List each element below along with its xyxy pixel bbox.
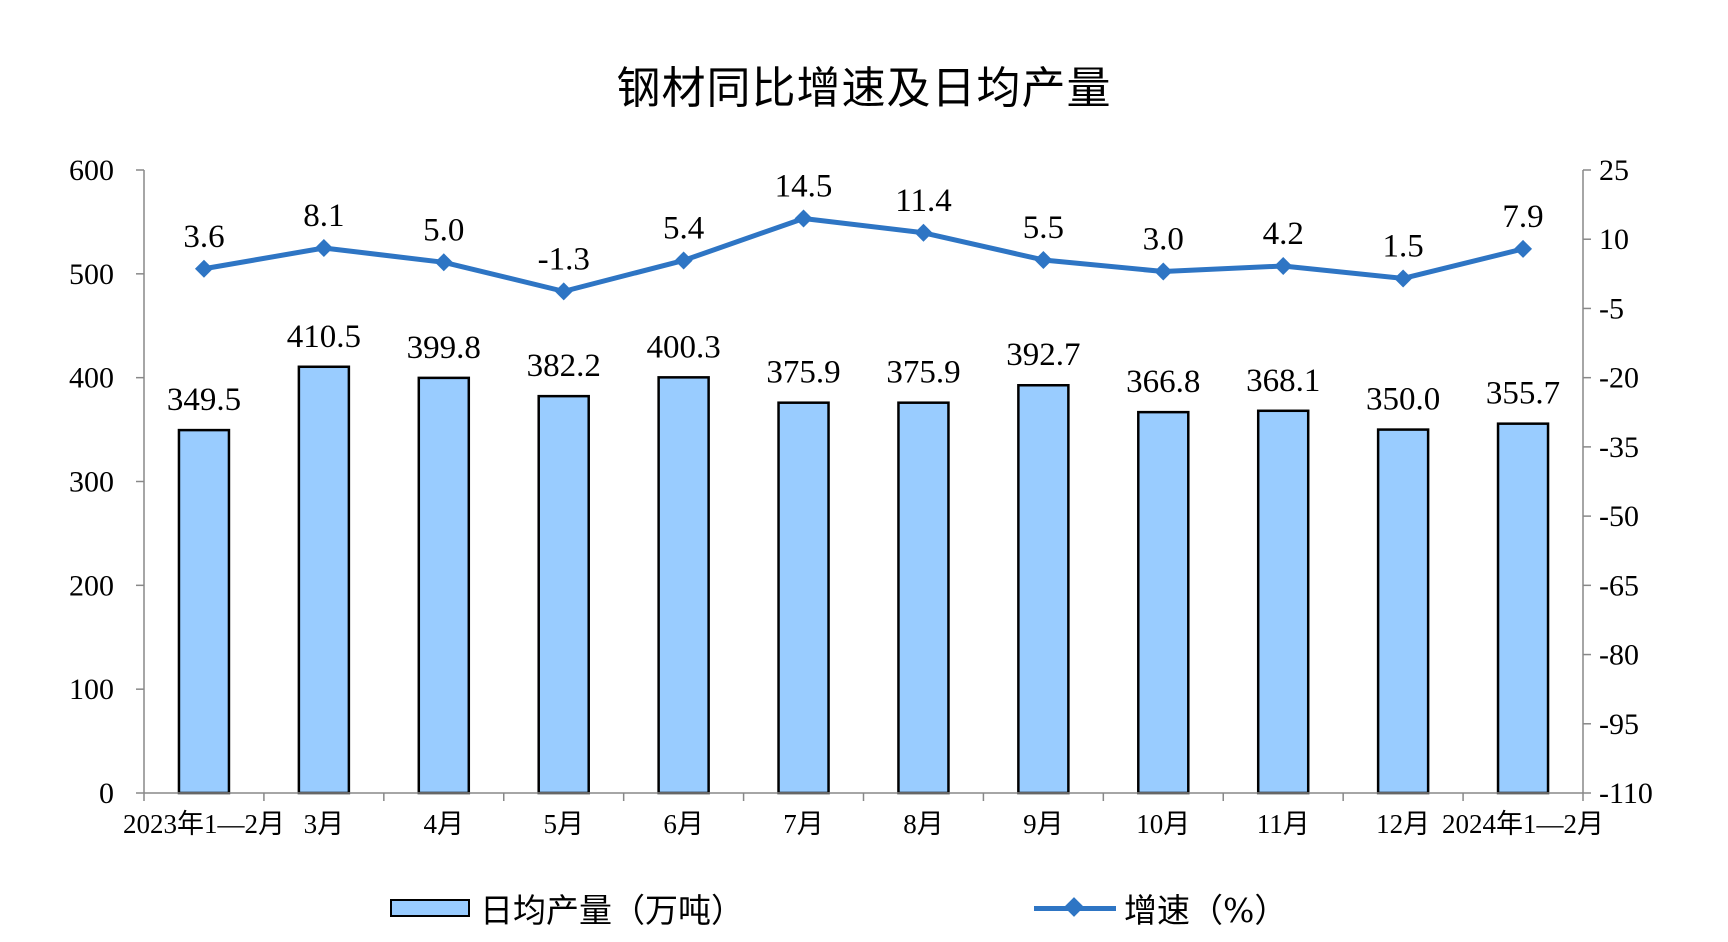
left-tick-label-3: 300 xyxy=(69,466,114,499)
growth-label-7: 5.5 xyxy=(1023,210,1064,246)
bar-7 xyxy=(1017,383,1070,795)
growth-label-3: -1.3 xyxy=(538,241,590,277)
x-tick-label-11: 2024年1—2月 xyxy=(1442,809,1604,839)
x-tick-label-0: 2023年1—2月 xyxy=(123,809,285,839)
bar-3 xyxy=(537,394,590,795)
growth-point-0 xyxy=(194,259,213,278)
bar-11 xyxy=(1496,422,1550,795)
right-tick-label-9: 25 xyxy=(1599,154,1629,187)
bar-6 xyxy=(897,401,950,795)
left-tick-label-5: 500 xyxy=(69,258,114,291)
bar-label-3: 382.2 xyxy=(527,348,601,384)
growth-label-4: 5.4 xyxy=(663,210,704,246)
growth-point-10 xyxy=(1394,269,1413,288)
growth-label-10: 1.5 xyxy=(1383,228,1424,264)
growth-label-1: 8.1 xyxy=(303,198,344,234)
left-tick-label-4: 400 xyxy=(69,362,114,395)
growth-point-4 xyxy=(674,251,693,270)
right-tick-label-8: 10 xyxy=(1599,223,1629,256)
left-tick-label-1: 100 xyxy=(69,673,114,706)
growth-point-7 xyxy=(1034,250,1053,269)
legend-bar-label: 日均产量（万吨） xyxy=(480,891,744,930)
right-tick-label-7: -5 xyxy=(1599,292,1624,325)
right-tick-label-2: -80 xyxy=(1599,639,1639,672)
axes: 0 100 200 300 400 500 600 -110 -95 -80 -65 -50 -35 -2… xyxy=(69,154,1653,839)
legend-item-bar: 日均产量（万吨） xyxy=(390,888,744,930)
growth-label-5: 14.5 xyxy=(775,168,833,204)
growth-point-6 xyxy=(914,223,933,242)
bar-1 xyxy=(297,365,351,795)
growth-label-6: 11.4 xyxy=(895,183,952,219)
left-tick-label-2: 200 xyxy=(69,569,114,602)
growth-line xyxy=(203,215,1524,294)
bar-10 xyxy=(1376,428,1430,795)
data-labels: 349.5 410.5 399.8 382.2 400.3 375.9 375.9 392.7… xyxy=(167,168,1560,418)
legend-item-line: 增速（%） xyxy=(1034,888,1287,930)
bar-label-8: 366.8 xyxy=(1126,364,1200,400)
bar-2 xyxy=(417,376,471,795)
right-tick-label-1: -95 xyxy=(1599,708,1639,741)
x-tick-label-8: 10月 xyxy=(1136,809,1190,839)
right-tick-label-5: -35 xyxy=(1599,431,1639,464)
x-tick-label-5: 7月 xyxy=(783,809,824,839)
bar-label-6: 375.9 xyxy=(886,355,960,391)
legend-bar-swatch xyxy=(390,899,470,917)
bar-label-11: 355.7 xyxy=(1486,376,1560,412)
left-tick-label-0: 0 xyxy=(99,777,114,810)
growth-label-9: 4.2 xyxy=(1263,216,1304,252)
bar-label-10: 350.0 xyxy=(1366,382,1440,418)
bar-label-1: 410.5 xyxy=(287,319,361,355)
left-tick-label-6: 600 xyxy=(69,154,114,187)
legend-line-swatch xyxy=(1034,893,1116,923)
x-tick-label-3: 5月 xyxy=(543,809,584,839)
growth-point-5 xyxy=(794,209,813,228)
legend-line-label: 增速（%） xyxy=(1124,891,1288,930)
x-tick-label-2: 4月 xyxy=(424,809,465,839)
growth-label-0: 3.6 xyxy=(183,219,224,255)
right-tick-label-3: -65 xyxy=(1599,569,1639,602)
growth-label-2: 5.0 xyxy=(423,212,464,248)
chart-title: 钢材同比增速及日均产量 xyxy=(616,63,1112,114)
bar-9 xyxy=(1256,409,1310,795)
bar-5 xyxy=(777,401,830,795)
x-tick-label-9: 11月 xyxy=(1257,809,1310,839)
bar-label-5: 375.9 xyxy=(766,355,840,391)
line-series xyxy=(194,209,1533,301)
x-tick-label-1: 3月 xyxy=(304,809,345,839)
x-tick-label-10: 12月 xyxy=(1376,809,1430,839)
x-tick-label-6: 8月 xyxy=(903,809,944,839)
x-tick-label-7: 9月 xyxy=(1023,809,1064,839)
growth-label-11: 7.9 xyxy=(1502,199,1543,235)
bar-label-0: 349.5 xyxy=(167,382,241,418)
bar-8 xyxy=(1137,410,1190,795)
bar-series xyxy=(177,365,1550,795)
right-tick-label-6: -20 xyxy=(1599,362,1639,395)
bar-label-7: 392.7 xyxy=(1006,337,1080,373)
right-tick-label-4: -50 xyxy=(1599,500,1639,533)
growth-point-9 xyxy=(1274,256,1293,275)
bar-label-9: 368.1 xyxy=(1246,363,1320,399)
x-tick-label-4: 6月 xyxy=(663,809,704,839)
growth-point-8 xyxy=(1154,262,1173,281)
bar-label-2: 399.8 xyxy=(407,330,481,366)
bar-4 xyxy=(657,376,710,795)
bar-0 xyxy=(177,428,231,795)
growth-point-3 xyxy=(554,282,573,301)
growth-point-2 xyxy=(434,253,453,272)
right-tick-label-0: -110 xyxy=(1599,777,1653,810)
growth-point-11 xyxy=(1514,239,1533,258)
growth-label-8: 3.0 xyxy=(1143,222,1184,258)
bar-label-4: 400.3 xyxy=(647,329,721,365)
growth-point-1 xyxy=(314,238,333,257)
